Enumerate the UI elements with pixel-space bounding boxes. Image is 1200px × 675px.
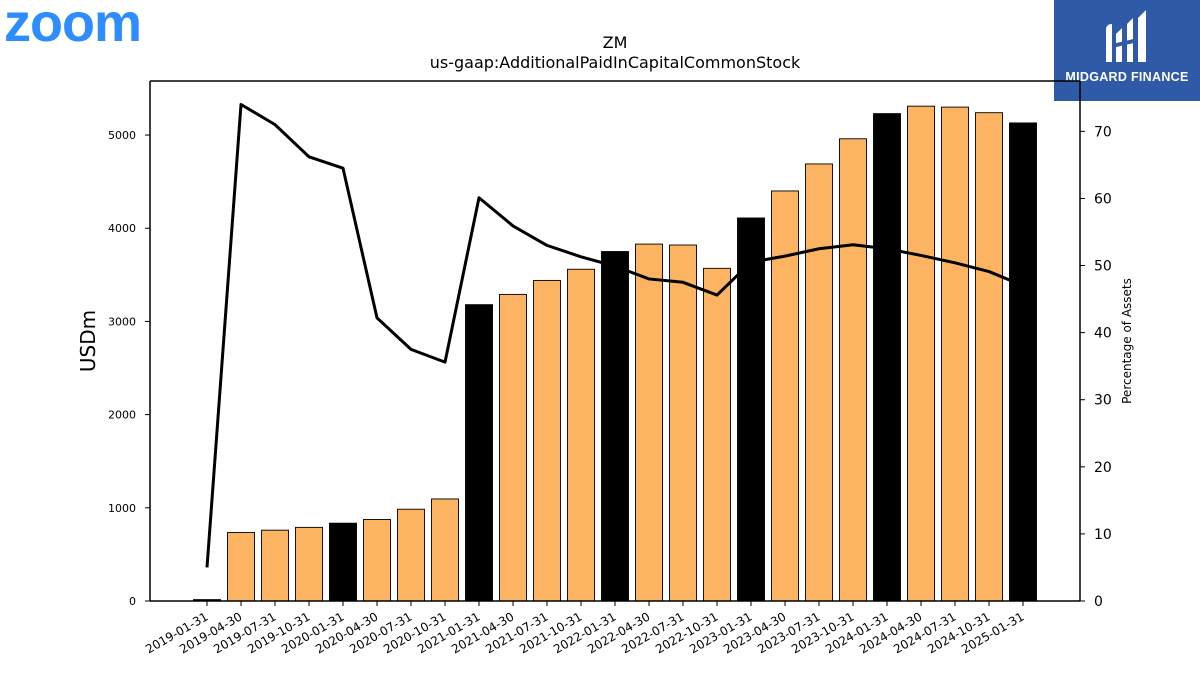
y2-axis-ticks: 0 10 20 30 40 50 60 70 xyxy=(1080,124,1112,610)
y-tick-label: 4000 xyxy=(108,222,136,235)
bar-2020-04-30 xyxy=(363,519,391,602)
bar-2019-10-31 xyxy=(295,526,323,602)
y2-tick-label: 70 xyxy=(1094,124,1112,140)
bar-2020-10-31 xyxy=(431,498,459,602)
bar-series xyxy=(193,105,1037,602)
bar-2024-07-31 xyxy=(941,106,969,602)
midgard-emblem-icon xyxy=(1106,10,1146,62)
zoom-logo: zoom xyxy=(4,0,142,53)
bar-2023-01-31 xyxy=(737,217,765,602)
y-tick-label: 2000 xyxy=(108,409,136,422)
bar-2022-10-31 xyxy=(703,267,731,602)
bar-2021-04-30 xyxy=(499,293,527,602)
bar-2020-01-31 xyxy=(329,522,357,602)
y2-tick-label: 10 xyxy=(1094,527,1112,543)
bar-2021-10-31 xyxy=(567,268,595,602)
y2-tick-label: 40 xyxy=(1094,326,1112,342)
chart-subtitle: us-gaap:AdditionalPaidInCapitalCommonSto… xyxy=(430,53,801,72)
midgard-finance-wordmark: MIDGARD FINANCE xyxy=(1065,70,1189,84)
bar-2024-01-31 xyxy=(873,113,901,602)
bar-2021-01-31 xyxy=(465,304,493,602)
y2-tick-label: 30 xyxy=(1094,393,1112,409)
bar-2024-10-31 xyxy=(975,112,1003,602)
bar-2024-04-30 xyxy=(907,105,935,602)
y-axis-ticks: 0 1000 2000 3000 4000 5000 xyxy=(108,129,150,608)
bar-2022-07-31 xyxy=(669,244,697,602)
bar-2022-04-30 xyxy=(635,243,663,602)
chart-title: ZM xyxy=(603,33,628,52)
bar-2023-04-30 xyxy=(771,190,799,602)
bar-2019-07-31 xyxy=(261,529,289,602)
line-series xyxy=(205,102,1024,568)
percentage-of-assets-line xyxy=(205,102,1024,568)
y2-tick-label: 50 xyxy=(1094,259,1112,275)
y2-tick-label: 20 xyxy=(1094,460,1112,476)
y-tick-label: 0 xyxy=(129,595,136,608)
y-tick-label: 5000 xyxy=(108,129,136,142)
y-axis-label: USDm xyxy=(76,310,100,372)
bar-2023-07-31 xyxy=(805,163,833,602)
bar-2021-07-31 xyxy=(533,279,561,602)
y2-tick-label: 0 xyxy=(1094,594,1103,610)
bar-2020-07-31 xyxy=(397,508,425,602)
y-tick-label: 1000 xyxy=(108,502,136,515)
bar-2023-10-31 xyxy=(839,138,867,602)
bar-2019-04-30 xyxy=(227,532,255,602)
y2-tick-label: 60 xyxy=(1094,191,1112,207)
x-axis-ticks: 2019-01-312019-04-302019-07-312019-10-31… xyxy=(143,601,1027,656)
y-tick-label: 3000 xyxy=(108,315,136,328)
bar-2025-01-31 xyxy=(1009,122,1037,602)
midgard-finance-logo: MIDGARD FINANCE xyxy=(1054,0,1200,101)
y2-axis-label: Percentage of Assets xyxy=(1120,278,1134,404)
bar-2022-01-31 xyxy=(601,251,629,602)
